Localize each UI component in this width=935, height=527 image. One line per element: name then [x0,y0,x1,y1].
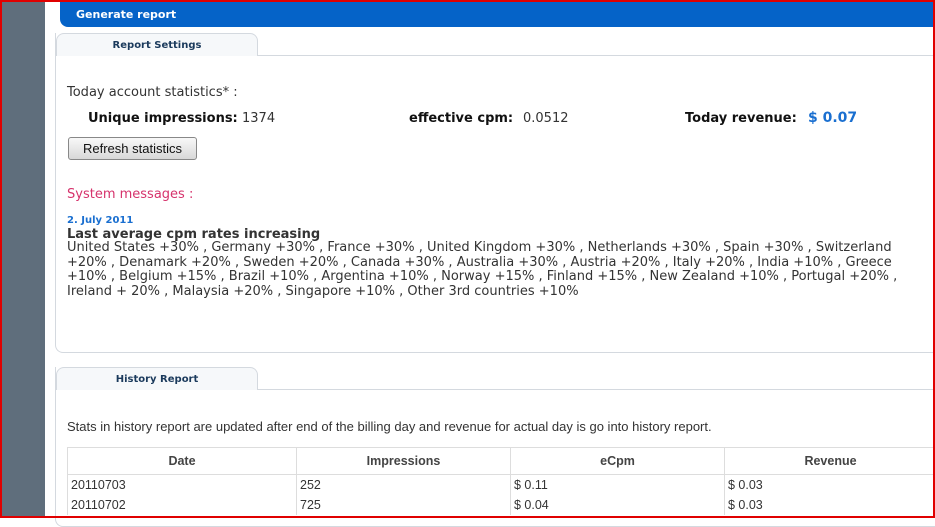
table-row: 20110703 252 $ 0.11 $ 0.03 [68,475,935,495]
system-messages-label: System messages : [67,187,193,202]
cell-revenue: $ 0.03 [725,495,935,515]
message-date: 2. July 2011 [67,215,133,226]
tab-report-settings[interactable]: Report Settings [56,33,258,56]
cell-ecpm: $ 0.11 [511,475,725,495]
revenue-label: Today revenue: [685,111,797,126]
column-header-ecpm: eCpm [511,448,725,475]
report-settings-panel: Report Settings Today account statistics… [55,33,935,353]
column-header-impressions: Impressions [297,448,511,475]
impressions-label: Unique impressions: [88,111,238,126]
generate-report-header[interactable]: Generate report [60,0,935,27]
cell-ecpm: $ 0.04 [511,495,725,515]
history-note: Stats in history report are updated afte… [67,419,712,434]
cell-impressions: 252 [297,475,511,495]
tab-history-report[interactable]: History Report [56,367,258,390]
cell-revenue: $ 0.03 [725,475,935,495]
cell-impressions: 725 [297,495,511,515]
history-table: Date Impressions eCpm Revenue 20110703 2… [67,447,935,515]
column-header-revenue: Revenue [725,448,935,475]
stats-label: Today account statistics* : [67,85,238,100]
column-header-date: Date [68,448,297,475]
cell-date: 20110703 [68,475,297,495]
revenue-value: $ 0.07 [808,110,857,126]
message-body: United States +30% , Germany +30% , Fran… [67,241,927,299]
refresh-statistics-button[interactable]: Refresh statistics [68,137,197,160]
history-report-panel: History Report Stats in history report a… [55,367,935,527]
impressions-value: 1374 [242,111,275,126]
ecpm-label: effective cpm: [409,111,513,126]
cell-date: 20110702 [68,495,297,515]
ecpm-value: 0.0512 [523,111,569,126]
table-row: 20110702 725 $ 0.04 $ 0.03 [68,495,935,515]
sidebar [2,0,45,518]
